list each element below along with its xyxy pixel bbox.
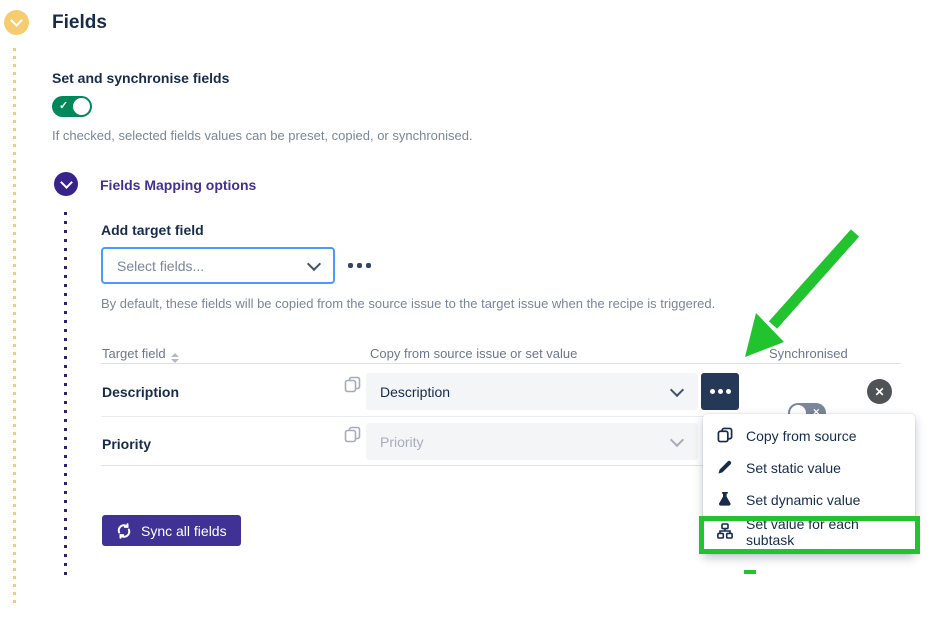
chevron-down-icon <box>669 432 685 447</box>
green-dash-annotation <box>744 570 756 574</box>
x-icon: ✕ <box>812 407 820 417</box>
chevron-down-icon <box>306 256 322 271</box>
add-target-field-label: Add target field <box>101 222 204 238</box>
yellow-dotted-guide <box>13 48 16 608</box>
fields-section-collapse-button[interactable] <box>4 10 29 35</box>
sitemap-icon <box>717 522 733 542</box>
purple-dotted-guide <box>64 212 67 580</box>
add-field-select[interactable]: Select fields... <box>101 247 335 284</box>
menu-item-copy-from-source[interactable]: Copy from source <box>703 420 915 452</box>
copy-icon <box>344 426 361 448</box>
row-divider <box>101 465 901 466</box>
highlight-box <box>699 516 920 554</box>
sync-fields-toggle[interactable]: ✓ <box>52 96 92 117</box>
row-remove-button[interactable]: ✕ <box>867 379 892 404</box>
sync-all-fields-button[interactable]: Sync all fields <box>102 515 241 546</box>
ellipsis-icon <box>348 263 353 268</box>
row-field-name: Priority <box>102 436 152 452</box>
row-value-select[interactable]: Description <box>366 373 698 410</box>
copy-icon <box>344 376 361 398</box>
column-header-copy-value: Copy from source issue or set value <box>370 346 578 361</box>
row-value-select[interactable]: Priority <box>366 423 698 460</box>
mapping-help-text: By default, these fields will be copied … <box>101 296 716 311</box>
row-field-name: Description <box>102 384 180 400</box>
sync-all-fields-label: Sync all fields <box>141 522 227 539</box>
column-header-target-field: Target field <box>102 346 179 363</box>
sync-icon <box>116 522 132 539</box>
select-placeholder: Select fields... <box>117 257 205 274</box>
flask-icon <box>717 491 733 510</box>
sync-fields-help-text: If checked, selected fields values can b… <box>52 128 473 143</box>
row-divider <box>101 416 901 417</box>
chevron-down-icon <box>10 14 23 27</box>
menu-item-set-dynamic-value[interactable]: Set dynamic value <box>703 484 915 516</box>
mapping-section-title: Fields Mapping options <box>100 177 257 193</box>
row-more-options-button[interactable] <box>701 373 739 410</box>
ellipsis-icon <box>709 389 715 394</box>
header-divider <box>101 363 901 364</box>
green-arrow-annotation <box>745 229 860 357</box>
check-icon: ✓ <box>59 100 69 112</box>
sync-fields-label: Set and synchronise fields <box>52 70 230 86</box>
chevron-down-icon <box>59 175 73 189</box>
close-icon: ✕ <box>874 384 885 399</box>
copy-icon <box>717 427 733 446</box>
page-title: Fields <box>52 12 107 33</box>
menu-item-set-static-value[interactable]: Set static value <box>703 452 915 484</box>
sort-icon[interactable] <box>170 353 179 363</box>
column-header-synchronised: Synchronised <box>769 346 848 361</box>
toggle-knob <box>73 98 90 115</box>
add-field-more-options-button[interactable] <box>348 263 371 268</box>
chevron-down-icon <box>669 382 685 397</box>
pencil-icon <box>717 459 733 478</box>
mapping-section-collapse-button[interactable] <box>54 172 78 196</box>
